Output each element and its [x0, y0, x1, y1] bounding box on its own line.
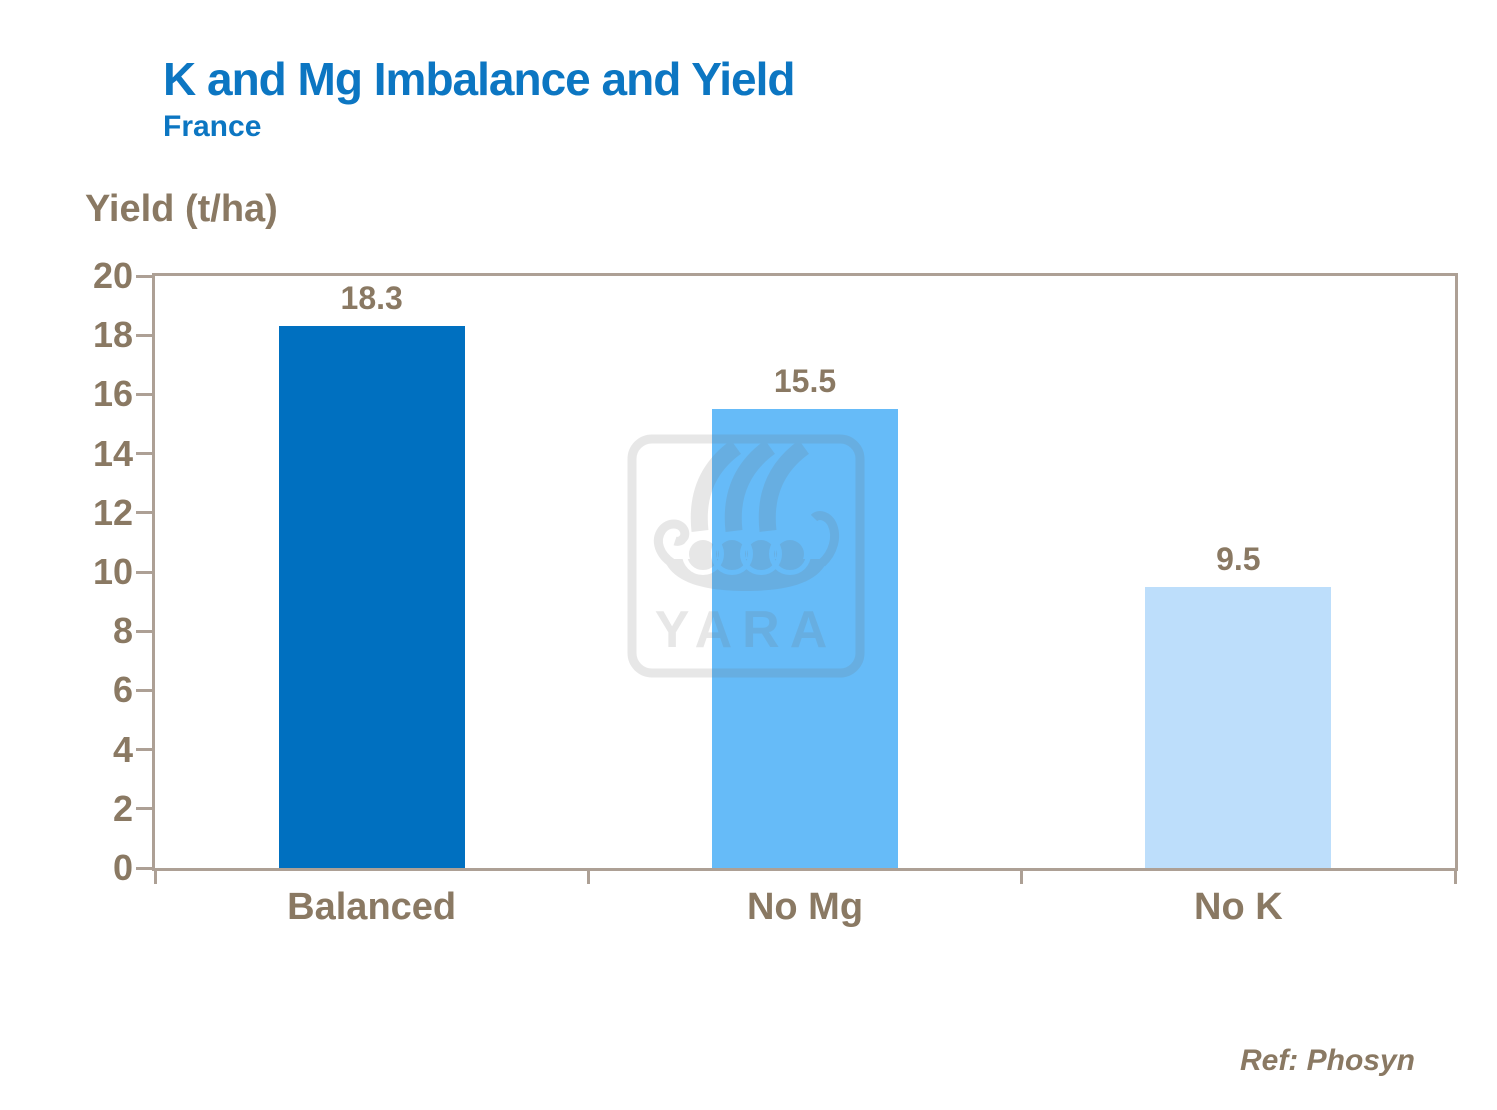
y-tick-label: 8	[112, 610, 133, 652]
bar-value-label: 9.5	[1216, 541, 1261, 577]
y-tick-label: 0	[112, 847, 133, 888]
y-tick-mark	[136, 452, 152, 456]
x-tick-mark	[1020, 871, 1024, 884]
y-tick-label: 4	[112, 728, 133, 770]
page-subtitle: France	[163, 110, 262, 143]
x-tick-mark	[153, 871, 157, 884]
y-tick-mark	[136, 392, 152, 396]
reference-note: Ref: Phosyn	[1239, 1044, 1415, 1077]
y-tick-mark	[136, 274, 152, 278]
category-label: No Mg	[746, 886, 864, 928]
y-tick-mark	[136, 333, 152, 337]
y-tick-mark	[136, 570, 152, 574]
category-label: Balanced	[287, 886, 457, 928]
y-tick-mark	[136, 866, 152, 870]
chart-plot-area: YARA 18.315.59.5	[152, 273, 1458, 871]
y-tick-label: 2	[112, 787, 133, 829]
y-tick-label: 10	[92, 551, 133, 592]
bar-no-k	[1145, 587, 1332, 868]
y-tick-label: 20	[92, 255, 133, 296]
bar-value-label: 18.3	[340, 280, 403, 316]
y-tick-mark	[136, 748, 152, 752]
y-tick-label: 16	[92, 373, 133, 415]
x-tick-mark	[586, 871, 590, 884]
y-tick-label: 12	[92, 491, 133, 533]
bar-no-mg	[712, 409, 898, 868]
x-tick-mark	[1453, 871, 1457, 884]
bar-balanced	[278, 326, 465, 868]
y-tick-mark	[136, 807, 152, 811]
y-tick-label: 14	[92, 432, 133, 474]
y-tick-label: 6	[112, 669, 133, 711]
category-label: No K	[1194, 886, 1283, 928]
y-tick-mark	[136, 629, 152, 633]
page-title: K and Mg Imbalance and Yield	[163, 53, 795, 105]
y-axis-title: Yield (t/ha)	[85, 188, 278, 230]
y-tick-label: 18	[92, 314, 133, 356]
y-tick-mark	[136, 511, 152, 515]
ship-tail-icon	[653, 519, 690, 567]
y-tick-mark	[136, 688, 152, 692]
bar-value-label: 15.5	[773, 363, 837, 399]
